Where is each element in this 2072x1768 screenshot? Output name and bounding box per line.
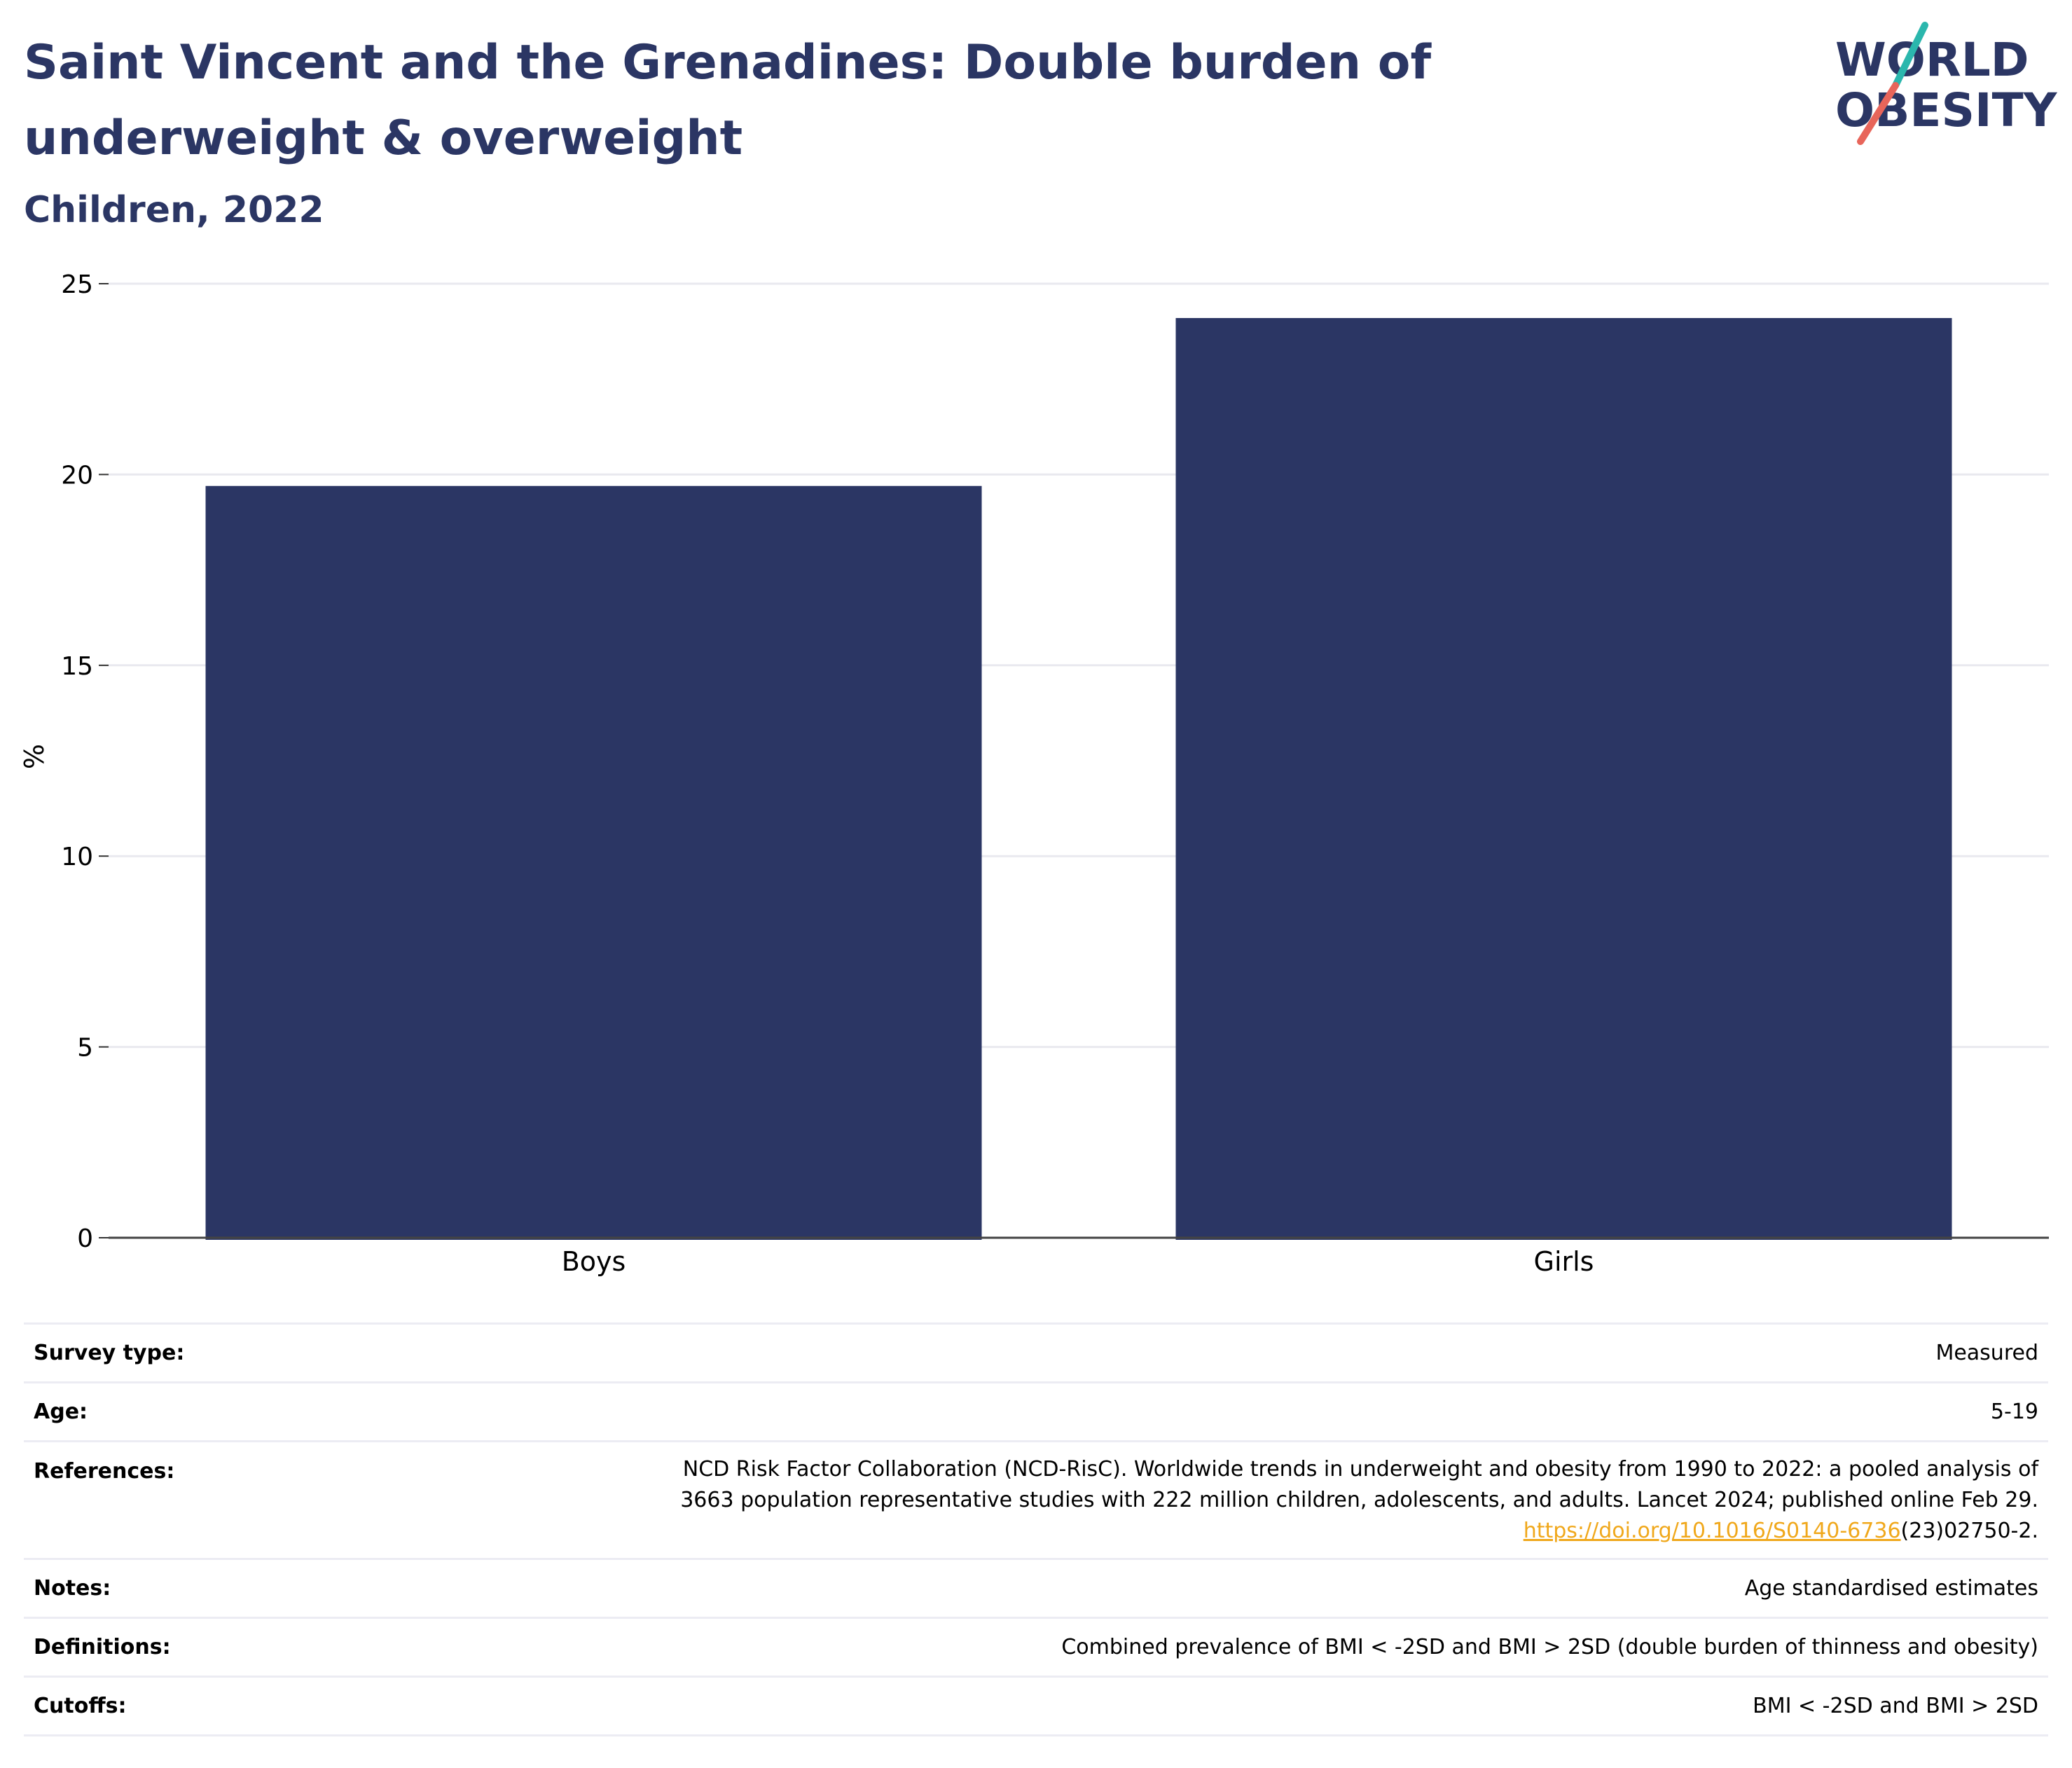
meta-value: BMI < -2SD and BMI > 2SD	[324, 1676, 2048, 1736]
logo-slash-bottom	[1857, 82, 1899, 145]
meta-key: References:	[24, 1440, 324, 1559]
chart-bars	[109, 318, 2049, 1240]
meta-value: NCD Risk Factor Collaboration (NCD-RisC)…	[324, 1440, 2048, 1559]
metadata-table: Survey type: Measured Age: 5-19 Referenc…	[24, 1322, 2048, 1736]
y-axis-ticks: 0 5 10 15 20 25	[61, 270, 93, 1253]
page-subtitle: Children, 2022	[24, 189, 324, 231]
meta-key: Cutoffs:	[24, 1676, 324, 1736]
y-tick-label: 0	[77, 1224, 93, 1253]
logo-slash-top	[1892, 22, 1928, 89]
world-obesity-logo: WORLD OBESITY	[1835, 22, 2058, 145]
meta-key: Age:	[24, 1381, 324, 1442]
reference-line-2: 3663 population representative studies w…	[680, 1487, 2038, 1512]
logo-word-world: WORLD	[1835, 33, 2029, 87]
doi-link[interactable]: https://doi.org/10.1016/S0140-6736	[1523, 1518, 1901, 1543]
y-tick-label: 20	[61, 461, 93, 490]
meta-row-survey-type: Survey type: Measured	[24, 1322, 2048, 1383]
meta-value: Age standardised estimates	[324, 1558, 2048, 1618]
meta-row-notes: Notes: Age standardised estimates	[24, 1558, 2048, 1618]
reference-line-3: https://doi.org/10.1016/S0140-6736(23)02…	[333, 1516, 2038, 1547]
x-tick-label: Boys	[562, 1246, 626, 1277]
y-tick-label: 25	[61, 270, 93, 299]
meta-row-references: References: NCD Risk Factor Collaboratio…	[24, 1440, 2048, 1559]
meta-value: Measured	[324, 1322, 2048, 1383]
bar-girls	[1175, 318, 1952, 1240]
meta-key: Survey type:	[24, 1322, 324, 1383]
meta-row-age: Age: 5-19	[24, 1381, 2048, 1442]
meta-row-cutoffs: Cutoffs: BMI < -2SD and BMI > 2SD	[24, 1676, 2048, 1736]
y-tick-label: 15	[61, 652, 93, 681]
reference-line-1: NCD Risk Factor Collaboration (NCD-RisC)…	[682, 1456, 2038, 1482]
bar-chart: 0 5 10 15 20 25 Boys Girls %	[19, 270, 2049, 1277]
meta-key: Notes:	[24, 1558, 324, 1618]
meta-value: 5-19	[324, 1381, 2048, 1442]
y-tick-label: 10	[61, 843, 93, 871]
y-axis-label: %	[19, 744, 50, 769]
doi-suffix: (23)02750-2.	[1900, 1518, 2038, 1543]
meta-row-definitions: Definitions: Combined prevalence of BMI …	[24, 1617, 2048, 1677]
y-tick-label: 5	[77, 1034, 93, 1063]
meta-key: Definitions:	[24, 1617, 324, 1677]
bar-boys	[205, 485, 982, 1240]
x-tick-label: Girls	[1534, 1246, 1594, 1277]
meta-value: Combined prevalence of BMI < -2SD and BM…	[324, 1617, 2048, 1677]
x-axis-ticks: Boys Girls	[562, 1246, 1594, 1277]
page-title: Saint Vincent and the Grenadines: Double…	[24, 35, 1432, 166]
